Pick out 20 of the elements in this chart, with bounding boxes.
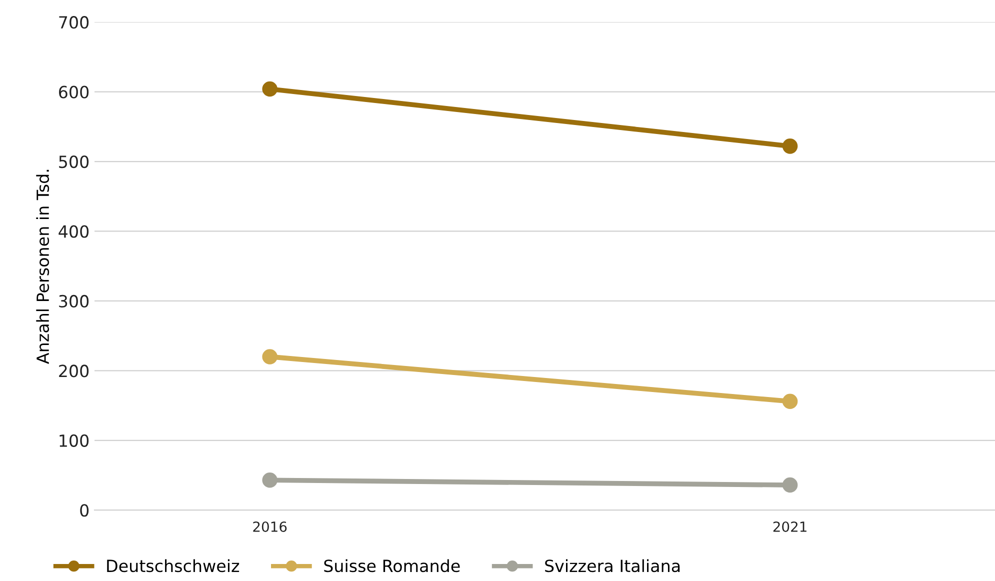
y-tick-label: 600 — [59, 86, 89, 98]
y-tick-label: 200 — [59, 364, 89, 378]
point — [782, 477, 798, 493]
point — [782, 394, 798, 409]
legend-label: Suisse Romande — [324, 559, 460, 572]
point — [782, 138, 798, 154]
y-tick-label: 400 — [58, 225, 89, 238]
y-axis-title: Anzahl Personen in Tsd. — [36, 170, 50, 364]
y-tick-label: 100 — [60, 434, 89, 447]
x-tick-label: 2016 — [253, 521, 287, 532]
point — [262, 472, 278, 488]
y-tick-label: 500 — [59, 155, 89, 168]
y-tick-label: 700 — [59, 16, 89, 29]
legend-label: Deutschschweiz — [107, 559, 240, 572]
legend-label: Svizzera Italiana — [545, 559, 680, 572]
x-tick-label: 2021 — [773, 521, 806, 532]
y-tick-label: 300 — [59, 294, 89, 308]
point — [262, 81, 278, 97]
point — [262, 349, 278, 364]
y-tick-label: 0 — [80, 504, 89, 517]
